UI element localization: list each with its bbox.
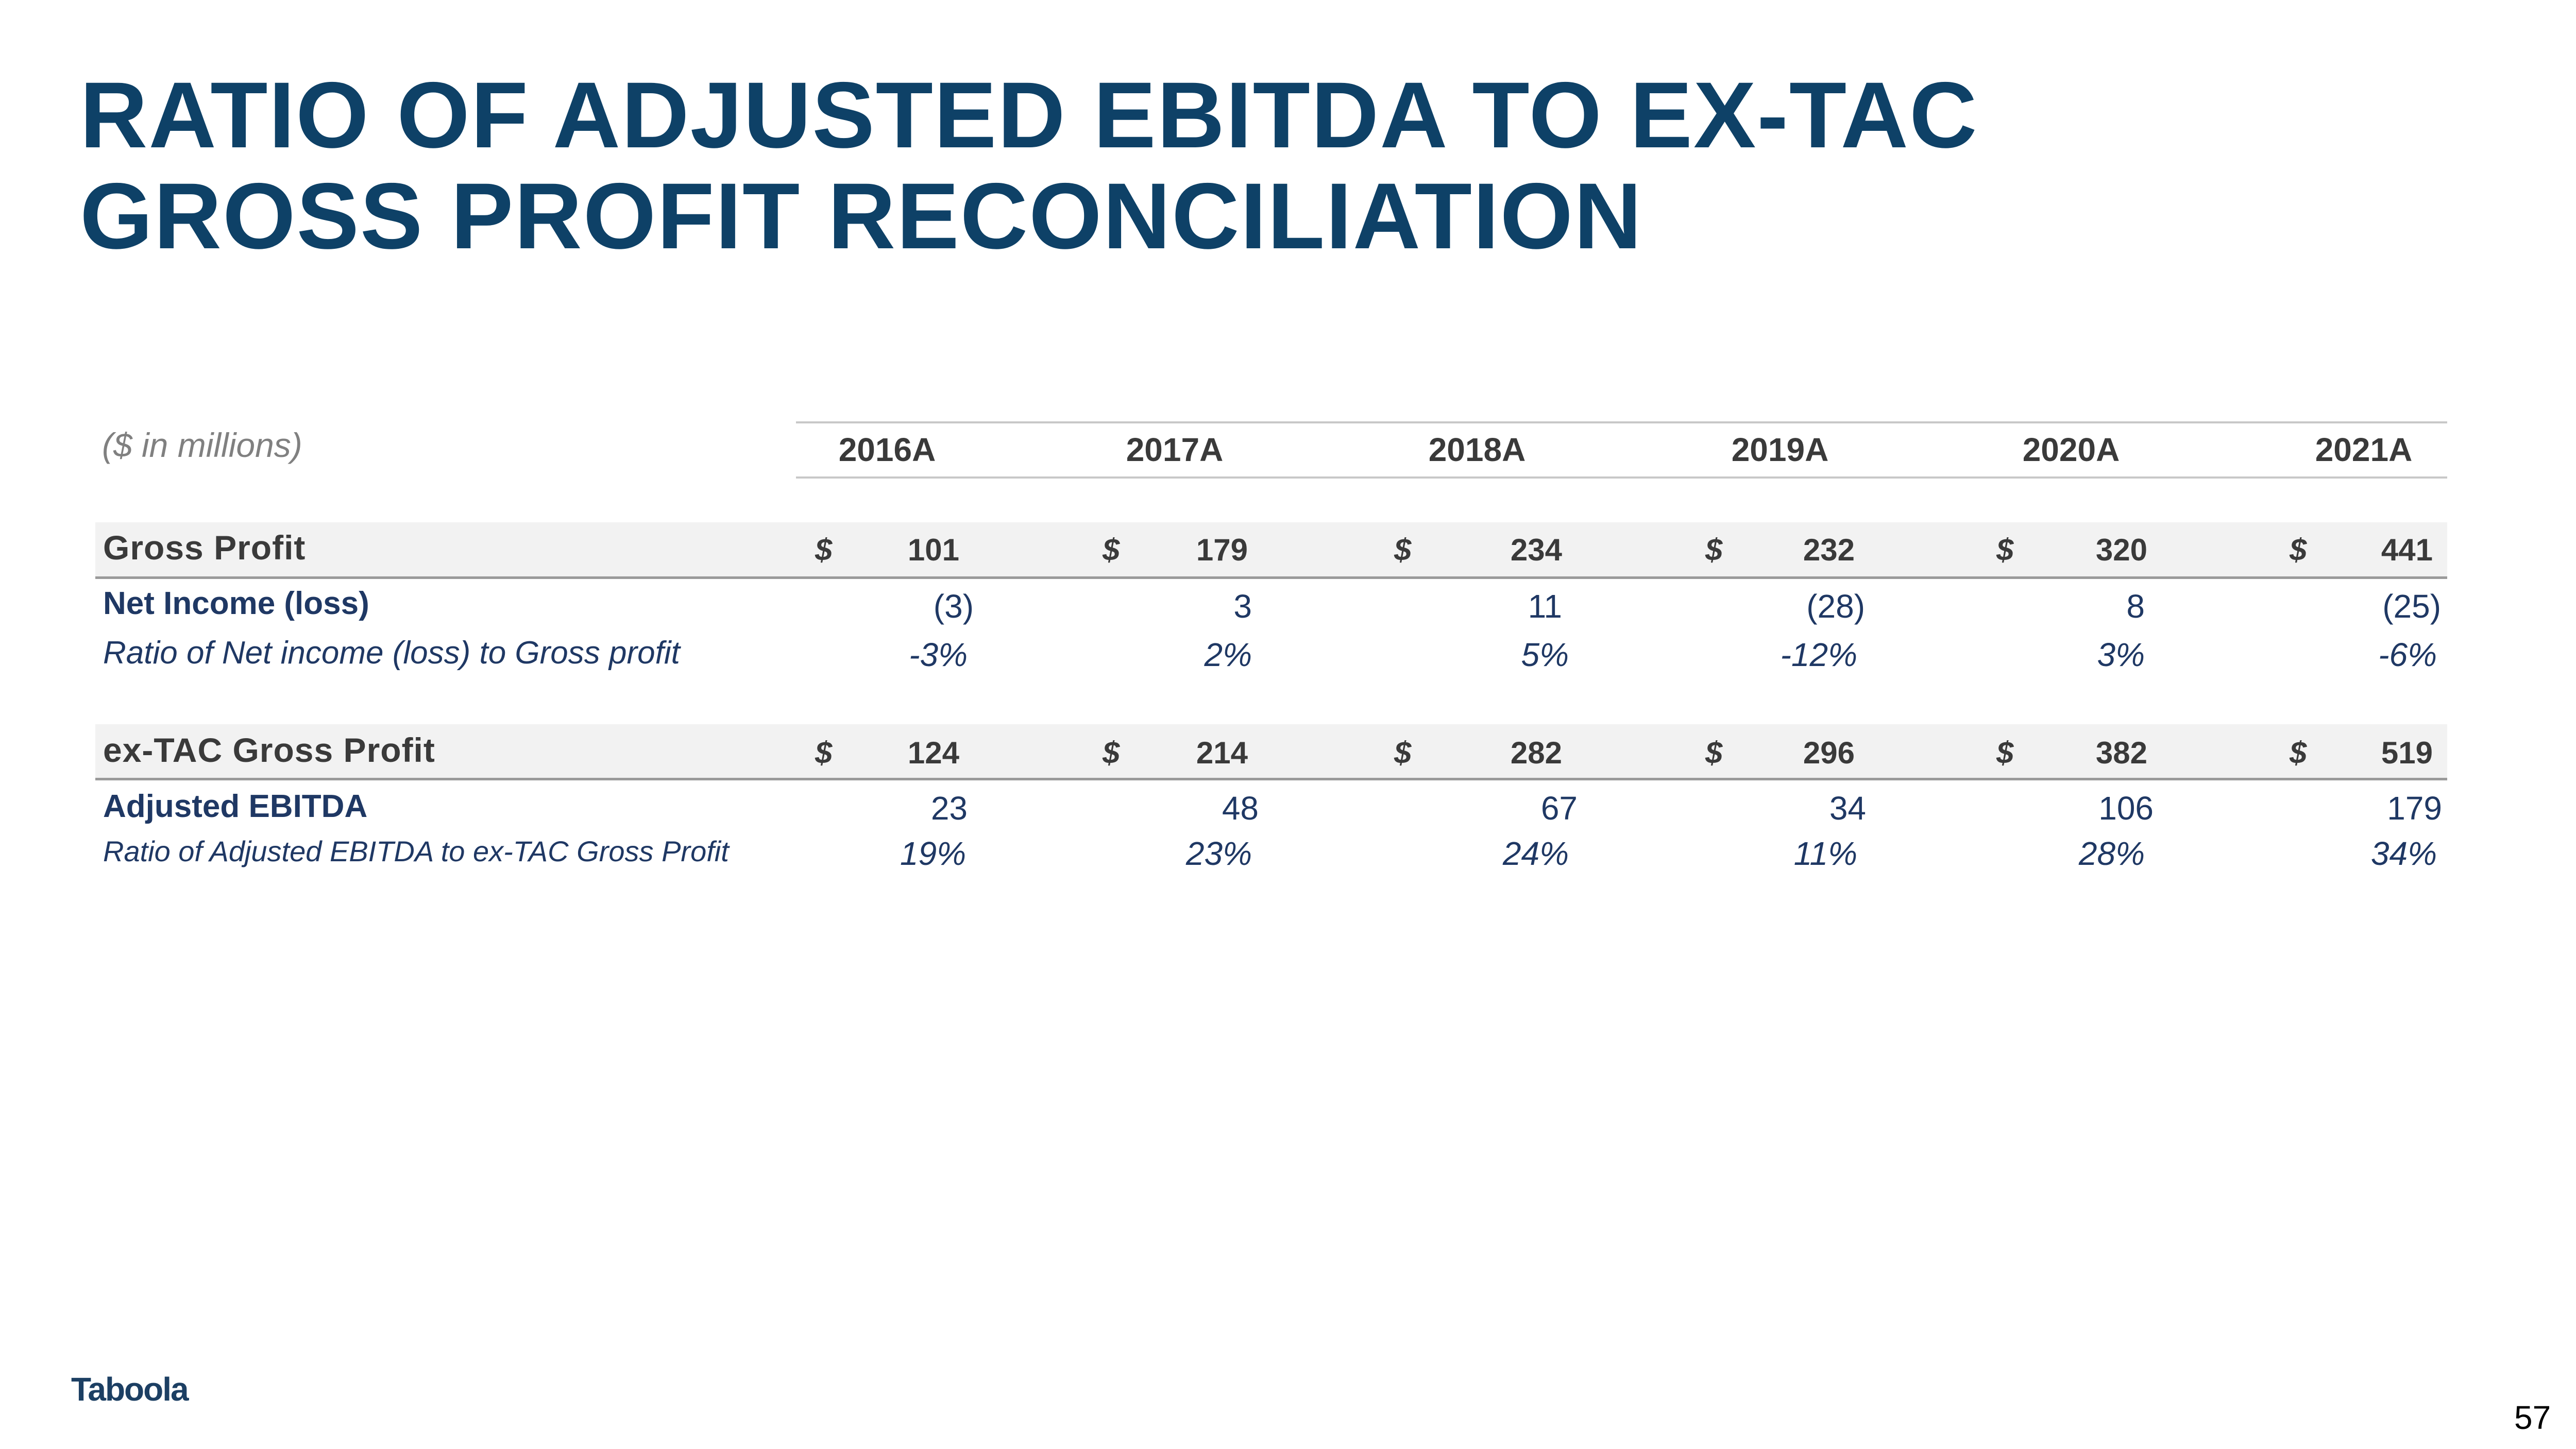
- ratio-adjusted-ebitda-label: Ratio of Adjusted EBITDA to ex-TAC Gross…: [103, 835, 729, 867]
- ratio-adjusted-ebitda-value: 24%: [1502, 835, 1569, 872]
- page-title-line-1: RATIO OF ADJUSTED EBITDA TO EX-TAC: [80, 62, 1978, 167]
- header-bottom-rule: [796, 476, 2447, 479]
- page-title: RATIO OF ADJUSTED EBITDA TO EX-TAC GROSS…: [80, 64, 1978, 266]
- adjusted-ebitda-value: 23: [930, 790, 968, 827]
- net-income-value: (28): [1806, 588, 1865, 625]
- year-header: 2017A: [1126, 431, 1224, 468]
- ratio-adjusted-ebitda-value: 19%: [900, 835, 966, 872]
- ex-tac-gross-profit-value: 214: [1196, 736, 1248, 770]
- year-header: 2016A: [838, 431, 936, 468]
- year-header: 2018A: [1428, 431, 1526, 468]
- ratio-net-income-value: -6%: [2378, 636, 2437, 673]
- currency-symbol: $: [815, 533, 833, 567]
- ratio-net-income-value: -12%: [1780, 636, 1857, 673]
- taboola-logo: Taboola: [71, 1371, 189, 1408]
- year-header: 2021A: [2315, 431, 2413, 468]
- currency-symbol: $: [1394, 533, 1412, 567]
- ex-tac-gross-profit-value: 296: [1803, 736, 1855, 770]
- currency-symbol: $: [815, 736, 833, 770]
- adjusted-ebitda-value: 106: [2098, 790, 2154, 827]
- adjusted-ebitda-label: Adjusted EBITDA: [103, 789, 368, 824]
- adjusted-ebitda-value: 34: [1829, 790, 1866, 827]
- units-label: ($ in millions): [102, 426, 302, 464]
- gross-profit-value: 179: [1196, 533, 1248, 567]
- year-header: 2019A: [1731, 431, 1829, 468]
- net-income-value: 8: [2126, 588, 2145, 625]
- ratio-net-income-value: 5%: [1521, 636, 1569, 673]
- ex-tac-rule: [95, 778, 2447, 780]
- adjusted-ebitda-value: 67: [1540, 790, 1578, 827]
- ratio-net-income-value: -3%: [909, 636, 968, 673]
- net-income-value: 11: [1528, 588, 1562, 625]
- ratio-adjusted-ebitda-value: 28%: [2078, 835, 2145, 872]
- ratio-adjusted-ebitda-value: 34%: [2370, 835, 2437, 872]
- ex-tac-gross-profit-value: 382: [2095, 736, 2147, 770]
- net-income-value: (25): [2382, 588, 2441, 625]
- ratio-net-income-value: 3%: [2097, 636, 2145, 673]
- ex-tac-gross-profit-label: ex-TAC Gross Profit: [103, 731, 435, 769]
- currency-symbol: $: [2290, 736, 2307, 770]
- currency-symbol: $: [1996, 736, 2014, 770]
- ex-tac-band: [95, 724, 2447, 780]
- header-top-rule: [796, 421, 2447, 423]
- gross-profit-value: 232: [1803, 533, 1855, 567]
- net-income-value: (3): [933, 588, 974, 625]
- gross-profit-value: 441: [2381, 533, 2433, 567]
- gross-profit-label: Gross Profit: [103, 529, 306, 567]
- page-number: 57: [2514, 1399, 2551, 1436]
- gross-profit-value: 234: [1510, 533, 1562, 567]
- ratio-adjusted-ebitda-value: 23%: [1185, 835, 1252, 872]
- currency-symbol: $: [1996, 533, 2014, 567]
- ratio-net-income-value: 2%: [1204, 636, 1252, 673]
- ex-tac-gross-profit-value: 519: [2381, 736, 2433, 770]
- gross-profit-value: 320: [2095, 533, 2147, 567]
- currency-symbol: $: [1705, 533, 1723, 567]
- adjusted-ebitda-value: 48: [1222, 790, 1259, 827]
- gross-profit-rule: [95, 576, 2447, 579]
- currency-symbol: $: [1394, 736, 1412, 770]
- currency-symbol: $: [1705, 736, 1723, 770]
- gross-profit-band: [95, 522, 2447, 578]
- page-title-line-2: GROSS PROFIT RECONCILIATION: [80, 163, 1643, 268]
- net-income-label: Net Income (loss): [103, 586, 369, 621]
- ratio-net-income-label: Ratio of Net income (loss) to Gross prof…: [103, 635, 680, 671]
- net-income-value: 3: [1233, 588, 1252, 625]
- currency-symbol: $: [1103, 736, 1120, 770]
- ratio-adjusted-ebitda-value: 11%: [1793, 835, 1857, 872]
- currency-symbol: $: [1103, 533, 1120, 567]
- year-header: 2020A: [2022, 431, 2120, 468]
- ex-tac-gross-profit-value: 124: [907, 736, 959, 770]
- currency-symbol: $: [2290, 533, 2307, 567]
- ex-tac-gross-profit-value: 282: [1510, 736, 1562, 770]
- gross-profit-value: 101: [907, 533, 959, 567]
- adjusted-ebitda-value: 179: [2387, 790, 2442, 827]
